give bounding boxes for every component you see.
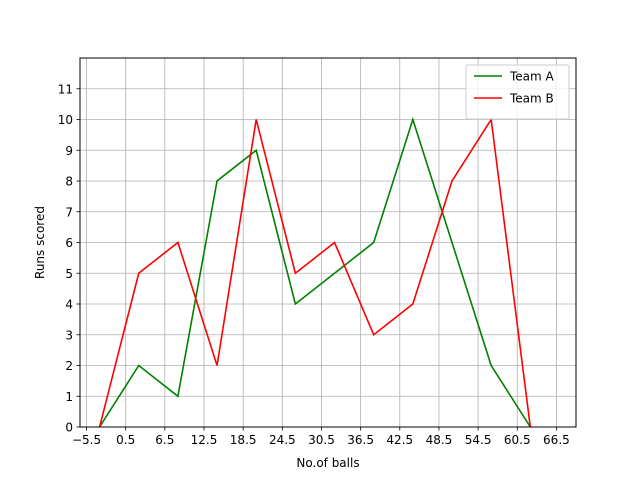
y-tick-label: 1: [65, 390, 73, 404]
y-tick-label: 6: [65, 236, 73, 250]
y-tick-label: 7: [65, 205, 73, 219]
x-tick-label: 66.5: [543, 433, 570, 447]
x-axis-label: No.of balls: [296, 456, 359, 470]
x-tick-label: 54.5: [465, 433, 492, 447]
y-tick-label: 3: [65, 328, 73, 342]
y-axis-label: Runs scored: [33, 206, 47, 279]
x-tick-label: 24.5: [269, 433, 296, 447]
y-tick-label: 11: [58, 82, 73, 96]
y-tick-label: 8: [65, 175, 73, 189]
x-tick-label: −5.5: [72, 433, 101, 447]
x-tick-label: 18.5: [230, 433, 257, 447]
legend-box: [465, 64, 570, 120]
ticks: −5.5 0.5 6.5 12.5 18.5 24.5 30.5 36.5 42.5 48.5 54…: [58, 82, 570, 447]
y-tick-label: 5: [65, 267, 73, 281]
legend-label-team-b: Team B: [509, 92, 554, 106]
x-tick-label: 30.5: [308, 433, 335, 447]
y-tick-label: 10: [58, 113, 73, 127]
y-tick-label: 9: [65, 144, 73, 158]
y-tick-label: 2: [65, 359, 73, 373]
x-tick-label: 42.5: [386, 433, 413, 447]
y-tick-label: 4: [65, 298, 73, 312]
x-tick-label: 0.5: [116, 433, 135, 447]
x-tick-label: 36.5: [347, 433, 374, 447]
legend-label-team-a: Team A: [509, 70, 555, 84]
series-lines: [98, 116, 532, 428]
x-tick-label: 6.5: [155, 433, 174, 447]
legend: Team A Team B: [465, 64, 570, 120]
x-tick-label: 60.5: [504, 433, 531, 447]
x-tick-label: 48.5: [426, 433, 453, 447]
y-tick-label: 0: [65, 421, 73, 435]
x-tick-label: 12.5: [191, 433, 218, 447]
series-line-team-b: [98, 117, 532, 428]
series-line-team-a: [98, 116, 531, 428]
